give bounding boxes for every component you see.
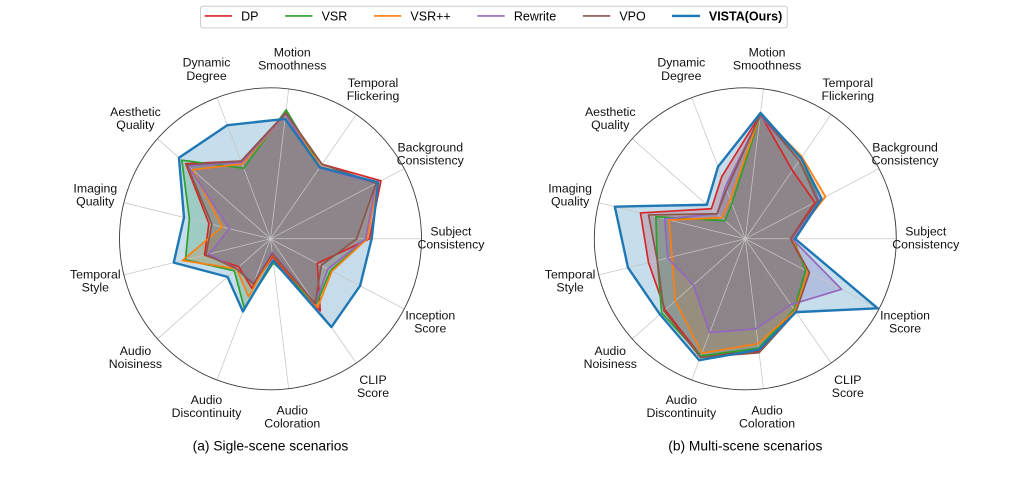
svg-text:Temporal: Temporal (823, 76, 874, 90)
svg-text:Subject: Subject (430, 224, 472, 238)
svg-text:Audio: Audio (277, 404, 309, 418)
svg-text:Score: Score (832, 386, 864, 400)
svg-text:Motion: Motion (274, 45, 311, 59)
svg-text:Quality: Quality (116, 118, 155, 132)
svg-text:Noisiness: Noisiness (584, 357, 637, 371)
svg-text:Aesthetic: Aesthetic (585, 105, 636, 119)
svg-text:Quality: Quality (76, 194, 115, 208)
svg-text:Smoothness: Smoothness (733, 58, 801, 72)
svg-text:Audio: Audio (751, 404, 783, 418)
svg-text:Flickering: Flickering (821, 89, 874, 103)
svg-text:Discontinuity: Discontinuity (646, 406, 717, 420)
svg-text:Temporal: Temporal (70, 268, 121, 282)
svg-text:Consistency: Consistency (397, 154, 465, 168)
svg-text:Background: Background (872, 141, 938, 155)
svg-text:Rewrite: Rewrite (514, 9, 556, 23)
svg-text:Inception: Inception (880, 308, 930, 322)
svg-text:DP: DP (241, 9, 258, 23)
svg-text:Audio: Audio (595, 344, 627, 358)
svg-text:Quality: Quality (551, 194, 590, 208)
svg-text:Audio: Audio (191, 393, 223, 407)
svg-text:Score: Score (357, 386, 389, 400)
svg-text:Consistency: Consistency (892, 238, 960, 252)
svg-text:CLIP: CLIP (359, 373, 386, 387)
svg-text:Dynamic: Dynamic (657, 56, 705, 70)
svg-text:Temporal: Temporal (348, 76, 399, 90)
svg-text:CLIP: CLIP (834, 373, 861, 387)
svg-text:Coloration: Coloration (264, 417, 320, 431)
svg-text:VPO: VPO (619, 9, 646, 23)
svg-text:Imaging: Imaging (73, 181, 117, 195)
svg-text:VSR++: VSR++ (410, 9, 450, 23)
svg-text:Dynamic: Dynamic (183, 56, 231, 70)
svg-text:Smoothness: Smoothness (258, 58, 326, 72)
svg-text:Style: Style (556, 281, 583, 295)
svg-text:(b) Multi-scene scenarios: (b) Multi-scene scenarios (668, 439, 822, 454)
svg-text:VSR: VSR (322, 9, 348, 23)
svg-text:Flickering: Flickering (347, 89, 400, 103)
svg-text:Quality: Quality (591, 118, 630, 132)
svg-text:Audio: Audio (666, 393, 698, 407)
svg-text:Style: Style (82, 281, 109, 295)
svg-text:Background: Background (397, 141, 463, 155)
svg-text:VISTA(Ours): VISTA(Ours) (709, 9, 782, 23)
svg-text:(a) Sigle-scene scenarios: (a) Sigle-scene scenarios (193, 439, 349, 454)
svg-text:Coloration: Coloration (739, 417, 795, 431)
svg-text:Discontinuity: Discontinuity (172, 406, 243, 420)
svg-text:Motion: Motion (749, 45, 786, 59)
svg-text:Noisiness: Noisiness (109, 357, 162, 371)
svg-text:Imaging: Imaging (548, 181, 592, 195)
svg-text:Temporal: Temporal (545, 268, 596, 282)
svg-text:Score: Score (889, 321, 921, 335)
svg-text:Degree: Degree (661, 69, 701, 83)
svg-text:Consistency: Consistency (872, 154, 940, 168)
svg-text:Consistency: Consistency (417, 238, 485, 252)
svg-text:Score: Score (414, 321, 446, 335)
svg-text:Subject: Subject (905, 224, 947, 238)
svg-text:Aesthetic: Aesthetic (110, 105, 161, 119)
svg-text:Degree: Degree (186, 69, 226, 83)
svg-text:Inception: Inception (405, 308, 455, 322)
svg-text:Audio: Audio (120, 344, 152, 358)
